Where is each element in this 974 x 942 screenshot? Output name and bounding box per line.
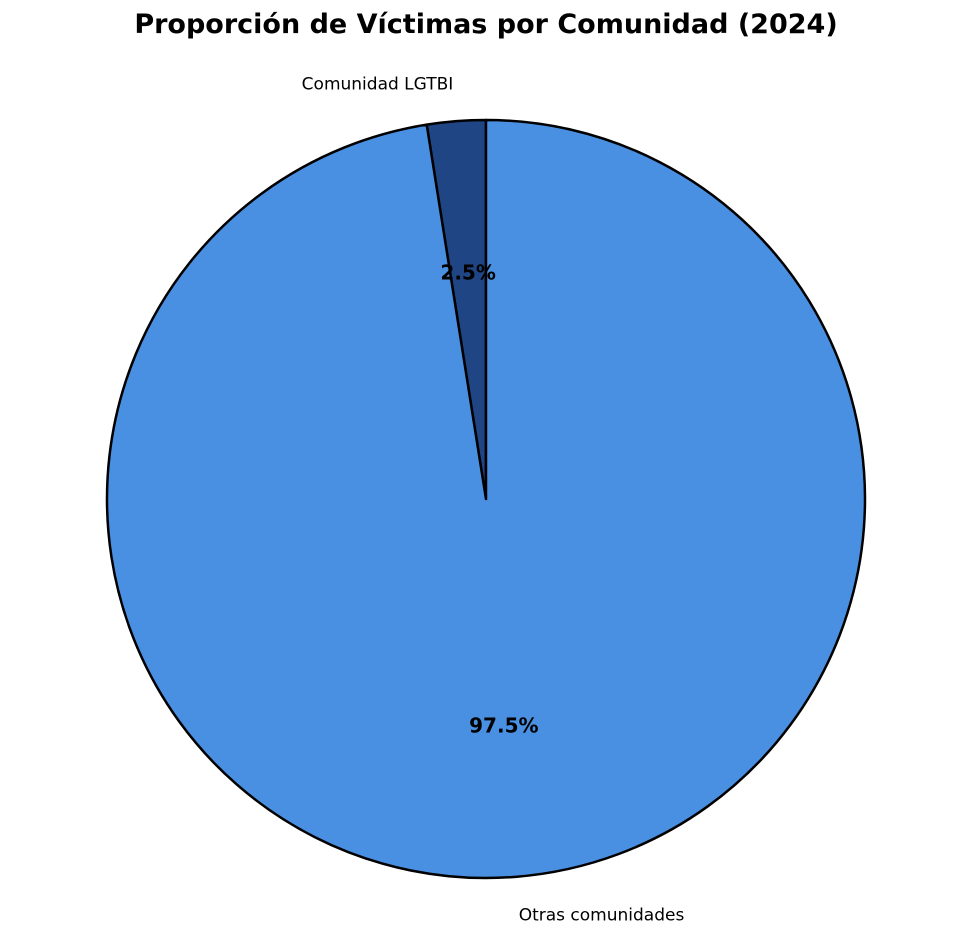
slice-percentage-label: 2.5% [440,260,495,284]
slice-percentage-label: 97.5% [469,714,538,738]
pie-labels: Comunidad LGTBI 2.5% Otras comunidades 97.5… [302,74,685,925]
pie-slices [105,118,867,880]
slice-label: Comunidad LGTBI [302,74,454,94]
pie-slice-otras-comunidades [105,118,867,880]
slice-label: Otras comunidades [519,906,685,926]
chart-title: Proporción de Víctimas por Comunidad (20… [134,9,837,40]
